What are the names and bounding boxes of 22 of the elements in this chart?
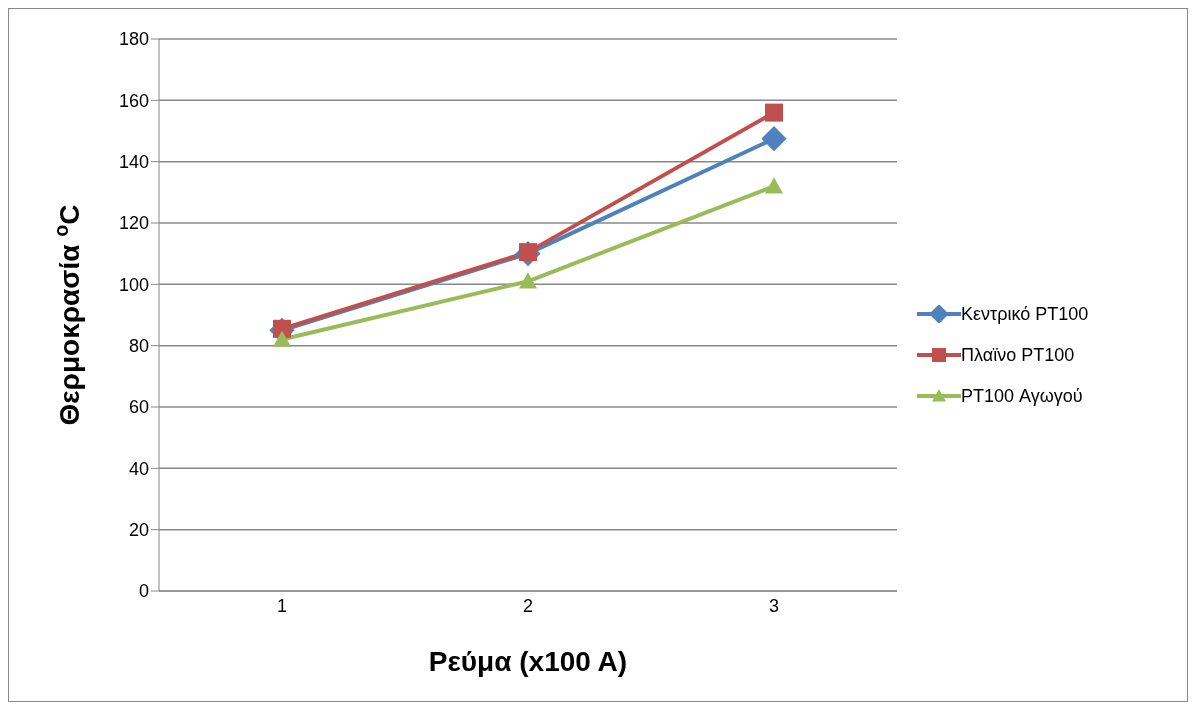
point (765, 103, 783, 122)
x-tick-label: 1 (276, 595, 288, 616)
y-tick-label: 20 (128, 520, 149, 541)
legend-label: Πλαϊνο PT100 (961, 344, 1075, 366)
y-tick-label: 120 (118, 213, 149, 234)
y-tick-label: 0 (138, 581, 149, 602)
y-tick-label: 80 (128, 336, 149, 357)
legend-label: Κεντρικό PT100 (961, 303, 1089, 325)
x-tick-label: 2 (522, 595, 534, 616)
y-tick-label: 100 (118, 274, 149, 295)
y-tick-label: 180 (118, 29, 149, 50)
point (761, 126, 787, 152)
point (765, 177, 783, 194)
x-tick-label: 3 (768, 595, 780, 616)
point (519, 272, 537, 289)
y-tick-label: 40 (128, 458, 149, 479)
y-tick-label: 60 (128, 397, 149, 418)
y-tick-label: 160 (118, 90, 149, 111)
y-tick-label: 140 (118, 152, 149, 173)
x-axis-title: Ρεύμα (x100 A) (428, 646, 628, 677)
point (273, 330, 291, 347)
legend-label: PT100 Αγωγού (961, 385, 1083, 407)
